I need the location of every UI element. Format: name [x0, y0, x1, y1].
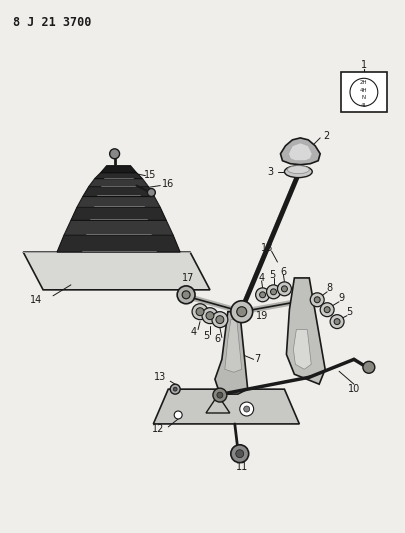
- Polygon shape: [89, 179, 148, 187]
- Text: 19: 19: [255, 311, 267, 321]
- Text: N: N: [361, 95, 365, 100]
- Text: 3: 3: [267, 167, 273, 176]
- Circle shape: [147, 189, 155, 197]
- Polygon shape: [286, 278, 324, 384]
- Text: 10: 10: [347, 384, 359, 394]
- Circle shape: [205, 312, 213, 320]
- Ellipse shape: [287, 166, 309, 174]
- Text: 9: 9: [337, 293, 343, 303]
- Polygon shape: [288, 143, 311, 161]
- Polygon shape: [214, 312, 247, 394]
- Polygon shape: [100, 166, 136, 173]
- Circle shape: [313, 297, 320, 303]
- Circle shape: [182, 291, 190, 299]
- Circle shape: [255, 288, 269, 302]
- Polygon shape: [153, 389, 298, 424]
- Circle shape: [281, 286, 287, 292]
- Text: 5: 5: [345, 306, 351, 317]
- Text: 13: 13: [154, 372, 166, 382]
- Circle shape: [243, 406, 249, 412]
- Text: 8 J 21 3700: 8 J 21 3700: [13, 16, 92, 29]
- Circle shape: [196, 308, 203, 316]
- Circle shape: [349, 78, 377, 106]
- Text: 8: 8: [325, 283, 331, 293]
- Polygon shape: [57, 235, 180, 252]
- Circle shape: [174, 411, 182, 419]
- Circle shape: [239, 402, 253, 416]
- Circle shape: [212, 388, 226, 402]
- Circle shape: [216, 392, 222, 398]
- Text: 18: 18: [261, 243, 273, 253]
- Circle shape: [192, 304, 207, 320]
- Circle shape: [333, 319, 339, 325]
- Circle shape: [202, 308, 217, 324]
- Text: 17: 17: [181, 273, 194, 283]
- Circle shape: [109, 149, 119, 159]
- Polygon shape: [77, 197, 160, 207]
- Polygon shape: [224, 320, 241, 372]
- Text: 5: 5: [269, 270, 275, 280]
- Polygon shape: [94, 173, 142, 179]
- Ellipse shape: [284, 166, 311, 177]
- Circle shape: [230, 301, 252, 322]
- Text: 4H: 4H: [359, 88, 367, 93]
- Text: 5: 5: [202, 330, 209, 341]
- Text: 15: 15: [144, 169, 156, 180]
- Circle shape: [177, 286, 194, 304]
- Circle shape: [236, 306, 246, 317]
- Text: 14: 14: [30, 295, 42, 305]
- Polygon shape: [280, 138, 320, 165]
- Circle shape: [259, 292, 265, 298]
- Text: 1: 1: [360, 60, 366, 70]
- Circle shape: [323, 306, 329, 313]
- Polygon shape: [71, 207, 166, 220]
- Circle shape: [362, 361, 374, 373]
- Circle shape: [173, 387, 177, 391]
- Text: 6: 6: [214, 335, 220, 344]
- Polygon shape: [23, 252, 209, 290]
- Circle shape: [329, 314, 343, 328]
- Circle shape: [170, 384, 180, 394]
- Circle shape: [270, 289, 276, 295]
- Text: 4L: 4L: [360, 103, 366, 108]
- Text: 7: 7: [254, 354, 260, 365]
- Polygon shape: [83, 187, 154, 197]
- FancyBboxPatch shape: [340, 72, 386, 112]
- Circle shape: [309, 293, 323, 306]
- Circle shape: [277, 282, 291, 296]
- Circle shape: [215, 316, 223, 324]
- Text: 4: 4: [258, 273, 264, 283]
- Polygon shape: [293, 329, 311, 369]
- Text: 16: 16: [162, 179, 174, 189]
- Text: 2: 2: [322, 131, 328, 141]
- Circle shape: [266, 285, 280, 299]
- Text: 11: 11: [235, 462, 247, 472]
- Circle shape: [235, 450, 243, 458]
- Circle shape: [211, 312, 227, 328]
- Text: 2H: 2H: [359, 80, 367, 85]
- Circle shape: [230, 445, 248, 463]
- Polygon shape: [64, 220, 173, 235]
- Text: 12: 12: [152, 424, 164, 434]
- Circle shape: [320, 303, 333, 317]
- Text: 4: 4: [190, 327, 197, 336]
- Text: 6: 6: [280, 267, 286, 277]
